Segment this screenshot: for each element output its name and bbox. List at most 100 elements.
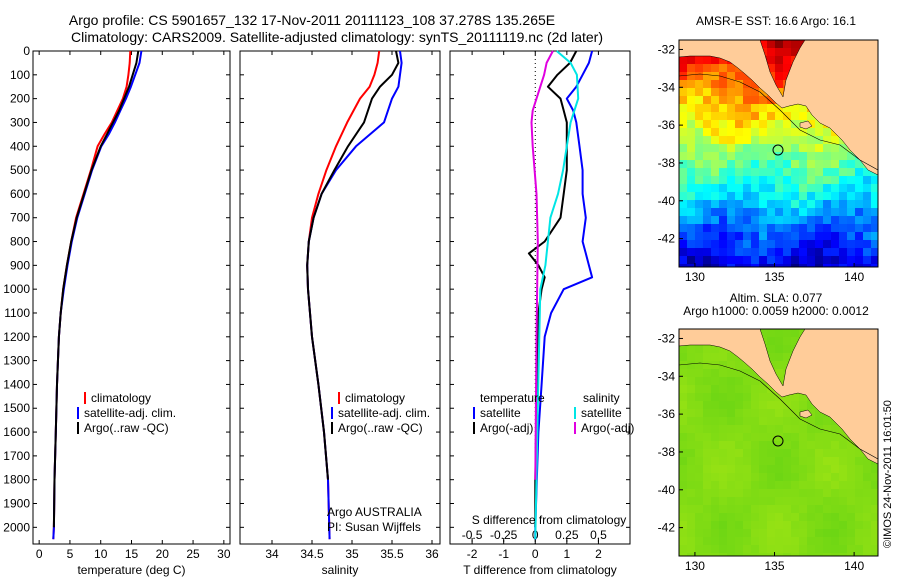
sst-cell	[815, 208, 823, 216]
sst-cell	[863, 216, 871, 224]
sst-cell	[679, 96, 687, 104]
sla-cell	[807, 513, 815, 521]
sla-cell	[695, 473, 703, 481]
sst-cell	[759, 120, 767, 128]
sst-cell	[703, 256, 711, 264]
sst-cell	[791, 256, 799, 264]
sst-cell	[687, 256, 695, 264]
sla-cell	[783, 537, 791, 545]
sst-cell	[727, 232, 735, 240]
sla-cell	[687, 465, 695, 473]
sst-cell	[687, 136, 695, 144]
sla-cell	[687, 417, 695, 425]
sst-cell	[719, 248, 727, 256]
sla-cell	[855, 521, 863, 529]
sst-cell	[679, 128, 687, 136]
sla-cell	[743, 513, 751, 521]
sst-cell	[743, 128, 751, 136]
sst-cell	[703, 192, 711, 200]
sla-cell	[679, 481, 687, 489]
sla-cell	[695, 497, 703, 505]
sla-cell	[703, 505, 711, 513]
sla-cell	[839, 513, 847, 521]
sla-cell	[751, 529, 759, 537]
sla-cell	[735, 521, 743, 529]
sst-cell	[703, 216, 711, 224]
sst-cell	[743, 232, 751, 240]
sst-cell	[751, 248, 759, 256]
sla-cell	[719, 465, 727, 473]
sla-cell	[799, 537, 807, 545]
sla-cell	[679, 553, 687, 556]
sst-cell	[711, 144, 719, 152]
map-x-tick-label: 135	[765, 559, 785, 573]
temperature-legend: climatology satellite-adj. clim. Argo(..…	[77, 391, 176, 435]
sla-cell	[703, 513, 711, 521]
sla-cell	[735, 409, 743, 417]
sst-cell	[791, 200, 799, 208]
sst-cell	[719, 120, 727, 128]
sst-cell	[815, 128, 823, 136]
sst-cell	[727, 112, 735, 120]
sst-cell	[847, 232, 855, 240]
sla-cell	[791, 489, 799, 497]
sla-cell	[735, 537, 743, 545]
sla-cell	[783, 345, 791, 353]
y-tick-label: 500	[10, 163, 30, 177]
sst-cell	[807, 256, 815, 264]
sla-cell	[791, 417, 799, 425]
sla-cell	[831, 505, 839, 513]
sst-cell	[807, 176, 815, 184]
sst-cell	[719, 144, 727, 152]
sla-map-frame	[678, 328, 879, 557]
sst-cell	[799, 208, 807, 216]
sla-cell	[799, 545, 807, 553]
sst-cell	[847, 152, 855, 160]
sst-cell	[823, 264, 831, 267]
sst-cell	[839, 208, 847, 216]
sst-cell	[679, 232, 687, 240]
x-tick-label: 0	[36, 547, 43, 561]
sst-cell	[863, 168, 871, 176]
sla-cell	[815, 417, 823, 425]
sst-cell	[687, 88, 695, 96]
sst-cell	[735, 192, 743, 200]
sst-cell	[807, 216, 815, 224]
sla-cell	[695, 481, 703, 489]
sst-cell	[839, 184, 847, 192]
sla-cell	[727, 377, 735, 385]
sst-cell	[783, 248, 791, 256]
sla-cell	[831, 521, 839, 529]
y-tick-label: 1100	[4, 306, 30, 320]
sla-cell	[743, 441, 751, 449]
sla-cell	[807, 545, 815, 553]
sla-cell	[751, 465, 759, 473]
sla-cell	[743, 489, 751, 497]
sst-cell	[703, 120, 711, 128]
sla-cell	[687, 393, 695, 401]
sla-cell	[743, 377, 751, 385]
sst-cell	[855, 240, 863, 248]
sst-cell	[847, 216, 855, 224]
sla-cell	[719, 505, 727, 513]
sla-cell	[743, 521, 751, 529]
series-line-satellite-adj-clim-	[306, 50, 403, 540]
sst-cell	[687, 64, 695, 72]
sst-cell	[719, 136, 727, 144]
sst-cell	[767, 112, 775, 120]
sst-cell	[767, 208, 775, 216]
sst-cell	[863, 224, 871, 232]
sla-cell	[823, 529, 831, 537]
sla-cell	[767, 329, 775, 337]
sla-cell	[775, 545, 783, 553]
sla-cell	[839, 553, 847, 556]
sla-cell	[815, 537, 823, 545]
sla-cell	[703, 401, 711, 409]
sst-cell	[679, 256, 687, 264]
sst-cell	[687, 248, 695, 256]
sst-cell	[751, 88, 759, 96]
sst-cell	[695, 168, 703, 176]
x-axis-label: T difference from climatology	[463, 563, 617, 577]
sst-cell	[815, 168, 823, 176]
sla-cell	[679, 521, 687, 529]
